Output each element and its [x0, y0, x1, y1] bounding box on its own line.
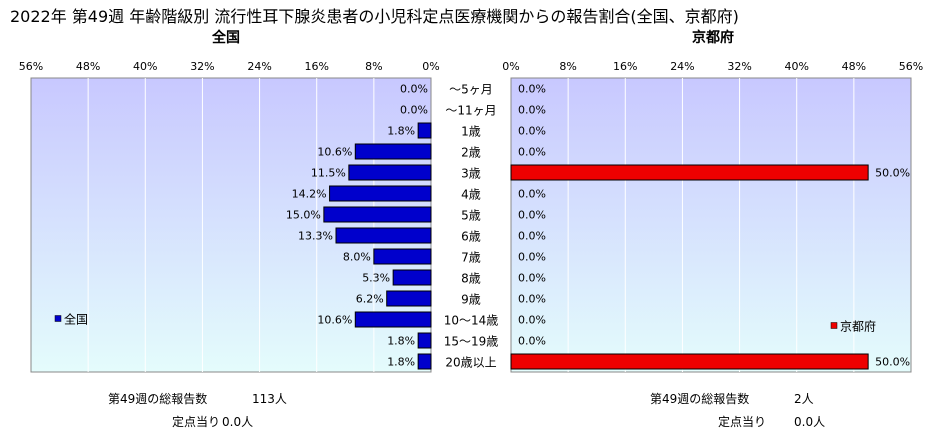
- left-value-label: 1.8%: [387, 335, 415, 348]
- right-value-label: 0.0%: [518, 188, 546, 201]
- right-value-label: 0.0%: [518, 251, 546, 264]
- left-panel-title: 全国: [212, 30, 240, 46]
- left-value-label: 1.8%: [387, 356, 415, 369]
- left-tick-label: 0%: [422, 60, 439, 73]
- category-label: 8歳: [461, 272, 481, 286]
- right-value-label: 0.0%: [518, 272, 546, 285]
- right-value-label: 0.0%: [518, 314, 546, 327]
- left-value-label: 8.0%: [343, 251, 371, 264]
- left-bar: [373, 248, 432, 265]
- left-bar: [335, 227, 432, 244]
- right-tick-label: 24%: [670, 60, 694, 73]
- left-bar: [417, 353, 432, 370]
- left-value-label: 6.2%: [356, 293, 384, 306]
- left-total-value: 113人: [252, 392, 287, 406]
- left-tick-label: 32%: [190, 60, 214, 73]
- left-per-value: 0.0人: [222, 415, 254, 429]
- left-legend-swatch: [54, 315, 62, 322]
- left-plot-area: [30, 77, 432, 373]
- left-bar: [386, 290, 432, 307]
- category-label: ～5ヶ月: [449, 83, 493, 97]
- category-label: 9歳: [461, 293, 481, 307]
- right-tick-label: 56%: [899, 60, 923, 73]
- right-value-label: 0.0%: [518, 293, 546, 306]
- left-value-label: 10.6%: [317, 314, 352, 327]
- left-bar: [417, 122, 432, 139]
- right-value-label: 0.0%: [518, 146, 546, 159]
- right-tick-label: 48%: [842, 60, 866, 73]
- left-tick-label: 48%: [76, 60, 100, 73]
- left-per-label: 定点当り: [172, 415, 221, 429]
- right-plot-area: [510, 77, 912, 373]
- left-value-label: 10.6%: [317, 146, 352, 159]
- right-tick-label: 32%: [727, 60, 751, 73]
- left-value-label: 0.0%: [400, 83, 428, 96]
- left-tick-label: 16%: [304, 60, 328, 73]
- category-label: 20歳以上: [445, 356, 496, 370]
- left-value-label: 1.8%: [387, 125, 415, 138]
- left-bar: [329, 185, 432, 202]
- right-value-label: 0.0%: [518, 209, 546, 222]
- left-legend-label: 全国: [64, 312, 88, 327]
- category-label: 15～19歳: [444, 335, 499, 349]
- left-tick-label: 24%: [247, 60, 271, 73]
- left-bar: [417, 332, 432, 349]
- right-value-label: 50.0%: [875, 356, 910, 369]
- right-legend-label: 京都府: [840, 319, 876, 334]
- right-bar: [510, 353, 869, 370]
- right-legend-swatch: [830, 322, 838, 329]
- category-label: 7歳: [461, 251, 481, 265]
- category-label: ～11ヶ月: [445, 104, 496, 118]
- left-value-label: 13.3%: [298, 230, 333, 243]
- category-label: 1歳: [461, 125, 481, 139]
- left-bar: [354, 311, 432, 328]
- right-value-label: 0.0%: [518, 104, 546, 117]
- left-tick-label: 56%: [19, 60, 43, 73]
- right-value-label: 0.0%: [518, 335, 546, 348]
- right-tick-label: 40%: [784, 60, 808, 73]
- left-bar: [348, 164, 432, 181]
- right-panel-title: 京都府: [692, 30, 734, 46]
- category-label: 2歳: [461, 146, 481, 160]
- category-label: 4歳: [461, 188, 481, 202]
- left-value-label: 15.0%: [286, 209, 321, 222]
- left-bar: [392, 269, 432, 286]
- right-total-value: 2人: [794, 392, 814, 406]
- right-tick-label: 16%: [613, 60, 637, 73]
- chart-title: 2022年 第49週 年齢階級別 流行性耳下腺炎患者の小児科定点医療機関からの報…: [10, 7, 739, 26]
- category-label: 5歳: [461, 209, 481, 223]
- left-tick-label: 8%: [365, 60, 382, 73]
- left-bar: [354, 143, 432, 160]
- right-value-label: 0.0%: [518, 83, 546, 96]
- left-value-label: 14.2%: [292, 188, 327, 201]
- right-value-label: 50.0%: [875, 167, 910, 180]
- right-bar: [510, 164, 869, 181]
- right-per-value: 0.0人: [794, 415, 826, 429]
- right-value-label: 0.0%: [518, 230, 546, 243]
- left-value-label: 5.3%: [362, 272, 390, 285]
- right-per-label: 定点当り: [718, 415, 767, 429]
- left-total-label: 第49週の総報告数: [108, 392, 208, 406]
- right-total-label: 第49週の総報告数: [650, 392, 750, 406]
- right-value-label: 0.0%: [518, 125, 546, 138]
- category-label: 6歳: [461, 230, 481, 244]
- left-value-label: 11.5%: [311, 167, 346, 180]
- left-bar: [323, 206, 432, 223]
- left-tick-label: 40%: [133, 60, 157, 73]
- right-tick-label: 8%: [559, 60, 576, 73]
- left-value-label: 0.0%: [400, 104, 428, 117]
- right-tick-label: 0%: [502, 60, 519, 73]
- category-label: 3歳: [461, 167, 481, 181]
- category-label: 10～14歳: [444, 314, 499, 328]
